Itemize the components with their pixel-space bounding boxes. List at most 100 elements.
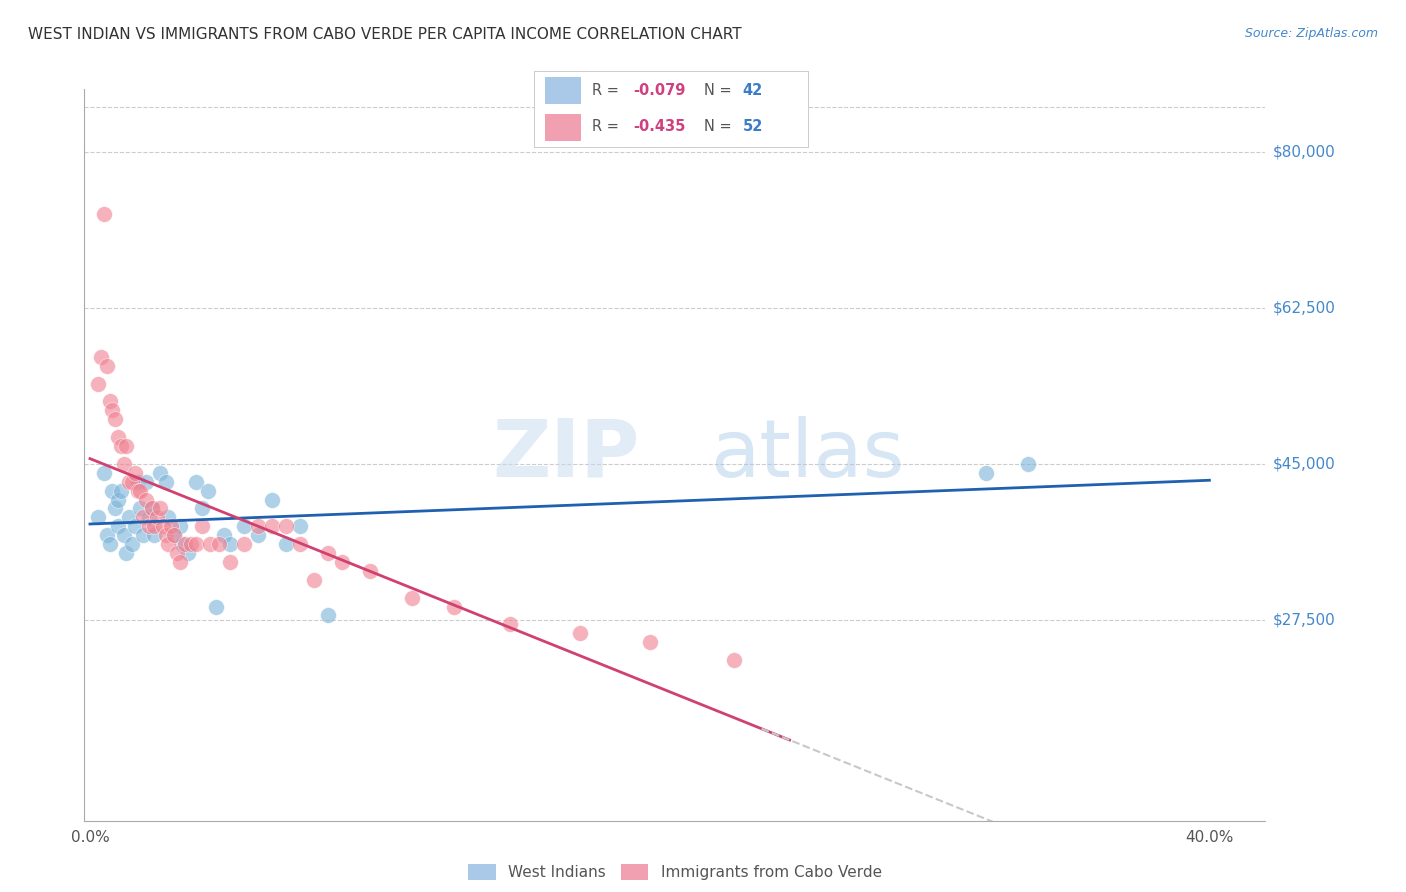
Point	[132, 510, 155, 524]
Point	[155, 475, 177, 489]
Point	[124, 466, 146, 480]
Point	[138, 510, 160, 524]
Point	[98, 394, 121, 409]
Point	[110, 483, 132, 498]
Point	[143, 519, 166, 533]
Point	[723, 653, 745, 667]
Point	[316, 546, 339, 560]
Point	[152, 519, 174, 533]
Point	[115, 546, 138, 560]
Point	[135, 475, 157, 489]
Point	[330, 555, 353, 569]
Point	[401, 591, 423, 605]
Point	[638, 635, 661, 649]
Point	[219, 537, 242, 551]
Point	[186, 537, 208, 551]
Point	[132, 528, 155, 542]
Text: -0.435: -0.435	[633, 120, 685, 134]
Point	[160, 519, 183, 533]
Point	[163, 528, 186, 542]
Point	[112, 457, 135, 471]
Point	[246, 519, 269, 533]
Text: $62,500: $62,500	[1272, 301, 1336, 315]
Point	[1017, 457, 1039, 471]
Point	[316, 608, 339, 623]
Point	[96, 359, 118, 373]
Point	[274, 519, 297, 533]
Point	[157, 510, 180, 524]
Point	[155, 528, 177, 542]
Point	[232, 537, 254, 551]
Point	[129, 501, 152, 516]
Point	[101, 403, 124, 417]
Point	[288, 519, 311, 533]
Point	[219, 555, 242, 569]
Text: 42: 42	[742, 83, 763, 98]
Point	[568, 626, 591, 640]
Point	[191, 519, 214, 533]
Point	[101, 483, 124, 498]
Point	[141, 501, 163, 516]
Point	[98, 537, 121, 551]
Point	[87, 376, 110, 391]
Bar	[546, 114, 581, 141]
Point	[93, 466, 115, 480]
Point	[121, 537, 143, 551]
Point	[107, 519, 129, 533]
Text: Source: ZipAtlas.com: Source: ZipAtlas.com	[1244, 27, 1378, 40]
Point	[186, 475, 208, 489]
Point	[107, 492, 129, 507]
Text: -0.079: -0.079	[633, 83, 685, 98]
Point	[166, 546, 188, 560]
Point	[274, 537, 297, 551]
Point	[200, 537, 222, 551]
Bar	[546, 77, 581, 104]
Point	[302, 573, 325, 587]
Point	[124, 519, 146, 533]
Point	[208, 537, 231, 551]
Point	[118, 475, 141, 489]
Text: $45,000: $45,000	[1272, 457, 1336, 471]
Point	[246, 528, 269, 542]
Point	[169, 555, 191, 569]
Point	[260, 519, 283, 533]
Point	[149, 501, 172, 516]
Point	[180, 537, 202, 551]
Point	[443, 599, 465, 614]
Point	[191, 501, 214, 516]
Text: R =: R =	[592, 83, 623, 98]
Text: R =: R =	[592, 120, 623, 134]
Point	[104, 412, 127, 426]
Point	[169, 519, 191, 533]
Point	[138, 519, 160, 533]
Text: WEST INDIAN VS IMMIGRANTS FROM CABO VERDE PER CAPITA INCOME CORRELATION CHART: WEST INDIAN VS IMMIGRANTS FROM CABO VERD…	[28, 27, 742, 42]
Point	[93, 207, 115, 221]
Point	[90, 350, 112, 364]
Point	[288, 537, 311, 551]
Point	[96, 528, 118, 542]
Point	[499, 617, 522, 632]
Point	[974, 466, 997, 480]
Point	[172, 537, 194, 551]
Text: ZIP: ZIP	[492, 416, 640, 494]
Point	[110, 439, 132, 453]
Text: N =: N =	[704, 83, 737, 98]
Point	[115, 439, 138, 453]
Point	[177, 546, 200, 560]
Point	[260, 492, 283, 507]
Point	[107, 430, 129, 444]
Point	[127, 475, 149, 489]
Point	[232, 519, 254, 533]
Text: $80,000: $80,000	[1272, 145, 1336, 159]
Text: N =: N =	[704, 120, 737, 134]
Point	[149, 466, 172, 480]
Text: atlas: atlas	[710, 416, 904, 494]
Point	[359, 564, 381, 578]
Point	[112, 528, 135, 542]
Point	[157, 537, 180, 551]
Point	[118, 510, 141, 524]
Point	[163, 528, 186, 542]
Text: 52: 52	[742, 120, 763, 134]
Point	[129, 483, 152, 498]
Text: $27,500: $27,500	[1272, 613, 1336, 627]
